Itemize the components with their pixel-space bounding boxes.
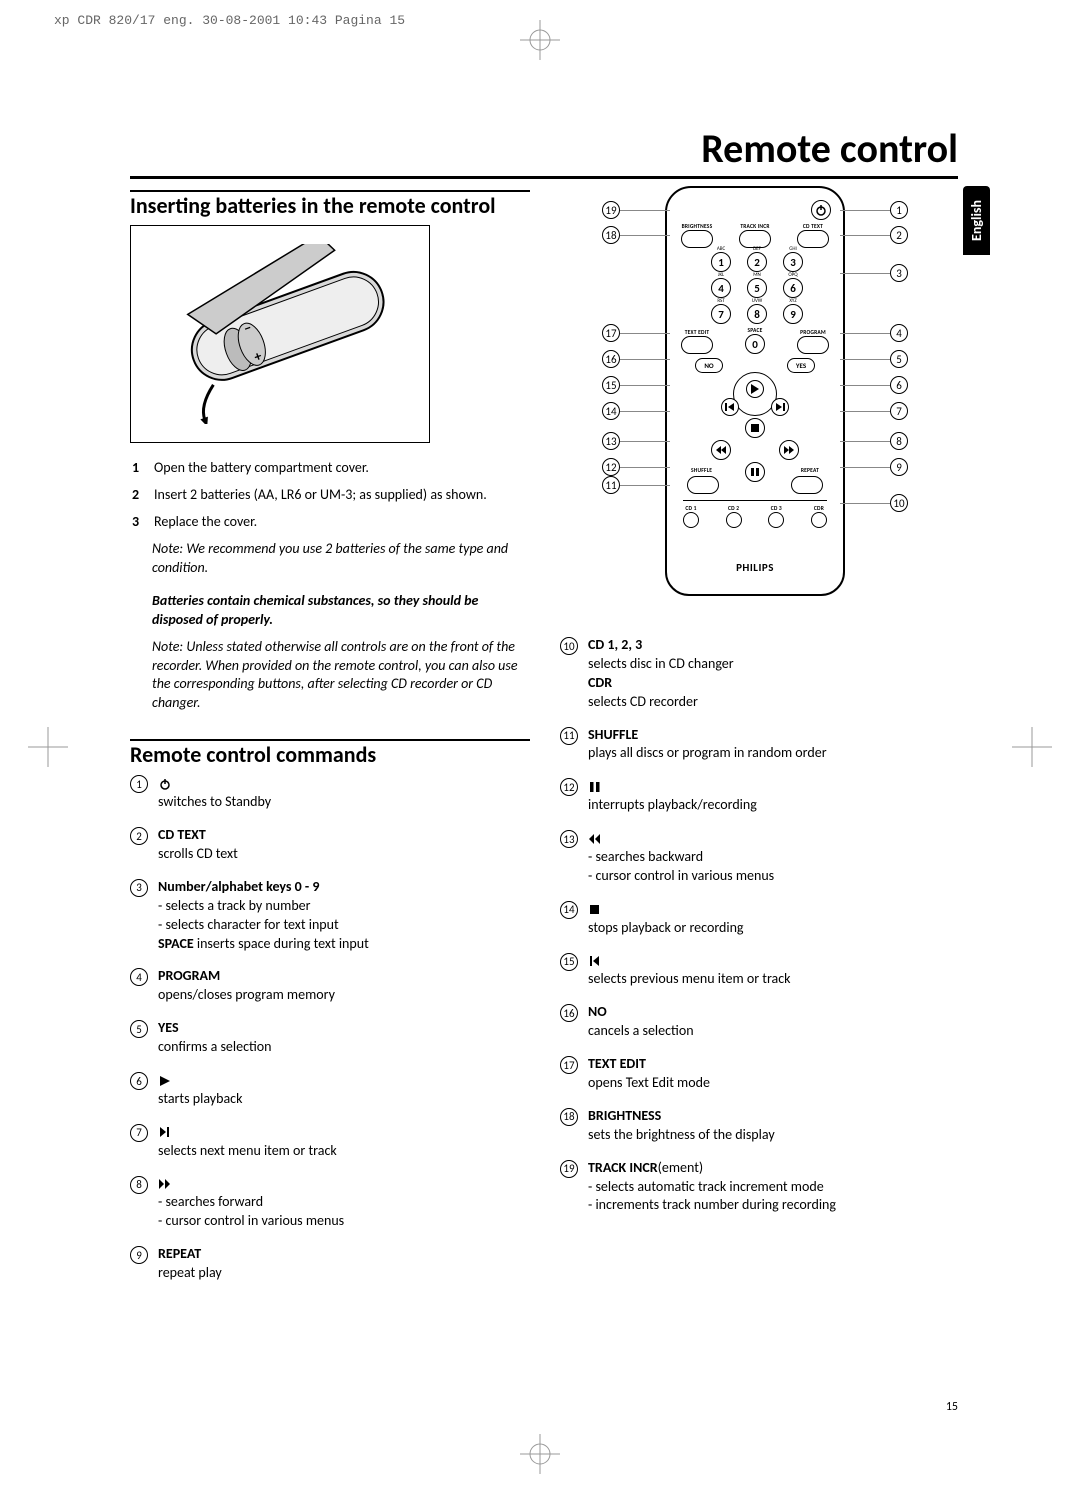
command-item: 11SHUFFLEplays all discs or program in r… [560,726,960,764]
next-icon [771,398,789,416]
callout-16: 16 [602,350,620,368]
stop-icon [745,418,765,438]
keypad-4: 4 [711,278,731,298]
crop-mark-top [520,20,560,60]
crop-mark-right [1012,727,1052,767]
command-item: 16NOcancels a selection [560,1003,960,1041]
keypad-9: 9 [783,304,803,324]
battery-note-1: Note: We recommend you use 2 batteries o… [152,540,530,578]
command-item: 18BRIGHTNESSsets the brightness of the d… [560,1107,960,1145]
crop-mark-bottom [520,1434,560,1474]
callout-18: 18 [602,226,620,244]
rew-icon [711,440,731,460]
callout-2: 2 [890,226,908,244]
command-item: 3Number/alphabet keys 0 - 9- selects a t… [130,878,530,954]
callout-15: 15 [602,376,620,394]
callout-7: 7 [890,402,908,420]
callout-5: 5 [890,350,908,368]
crop-mark-left [28,727,68,767]
battery-warning: Batteries contain chemical substances, s… [152,592,530,630]
play-icon [746,380,764,398]
command-item: 15selects previous menu item or track [560,952,960,990]
keypad-5: 5 [747,278,767,298]
step-item: 2Insert 2 batteries (AA, LR6 or UM-3; as… [132,486,530,503]
command-item: 1switches to Standby [130,774,530,812]
callout-13: 13 [602,432,620,450]
command-item: 8- searches forward- cursor control in v… [130,1175,530,1232]
command-item: 5YESconfirms a selection [130,1019,530,1057]
keypad-3: 3 [783,252,803,272]
remote-diagram: BRIGHTNESS TRACK INCR CD TEXT ABC1DEF2GH… [560,186,960,616]
keypad-1: 1 [711,252,731,272]
title-rule [130,176,958,179]
commands-title: Remote control commands [130,743,530,766]
step-item: 1Open the battery compartment cover. [132,459,530,476]
print-header: xp CDR 820/17 eng. 30-08-2001 10:43 Pagi… [54,13,405,28]
remote-power-icon [811,200,831,220]
battery-note-2: Note: Unless stated otherwise all contro… [152,638,530,714]
callout-1: 1 [890,201,908,219]
callout-6: 6 [890,376,908,394]
callout-12: 12 [602,458,620,476]
command-item: 19TRACK INCR(ement)- selects automatic t… [560,1159,960,1216]
battery-section-title: Inserting batteries in the remote contro… [130,194,530,217]
prev-icon [721,398,739,416]
battery-figure: − + [130,225,430,443]
keypad-7: 7 [711,304,731,324]
command-item: 17TEXT EDITopens Text Edit mode [560,1055,960,1093]
philips-logo: PHILIPS [667,561,843,574]
page-number: 15 [946,1400,958,1414]
command-item: 4PROGRAMopens/closes program memory [130,967,530,1005]
callout-19: 19 [602,201,620,219]
command-item: 2CD TEXTscrolls CD text [130,826,530,864]
keypad-2: 2 [747,252,767,272]
callout-3: 3 [890,264,908,282]
command-item: 10CD 1, 2, 3selects disc in CD changerCD… [560,636,960,712]
page-title: Remote control [701,124,958,173]
ffwd-icon [779,440,799,460]
callout-17: 17 [602,324,620,342]
callout-14: 14 [602,402,620,420]
command-item: 12interrupts playback/recording [560,777,960,815]
callout-8: 8 [890,432,908,450]
keypad-8: 8 [747,304,767,324]
command-item: 14stops playback or recording [560,900,960,938]
language-tab: English [963,186,990,255]
command-item: 6starts playback [130,1071,530,1109]
pause-icon [745,462,765,482]
callout-4: 4 [890,324,908,342]
keypad-6: 6 [783,278,803,298]
command-item: 13- searches backward- cursor control in… [560,829,960,886]
callout-9: 9 [890,458,908,476]
callout-10: 10 [890,494,908,512]
callout-11: 11 [602,476,620,494]
step-item: 3Replace the cover. [132,513,530,530]
command-item: 9REPEATrepeat play [130,1245,530,1283]
command-item: 7selects next menu item or track [130,1123,530,1161]
